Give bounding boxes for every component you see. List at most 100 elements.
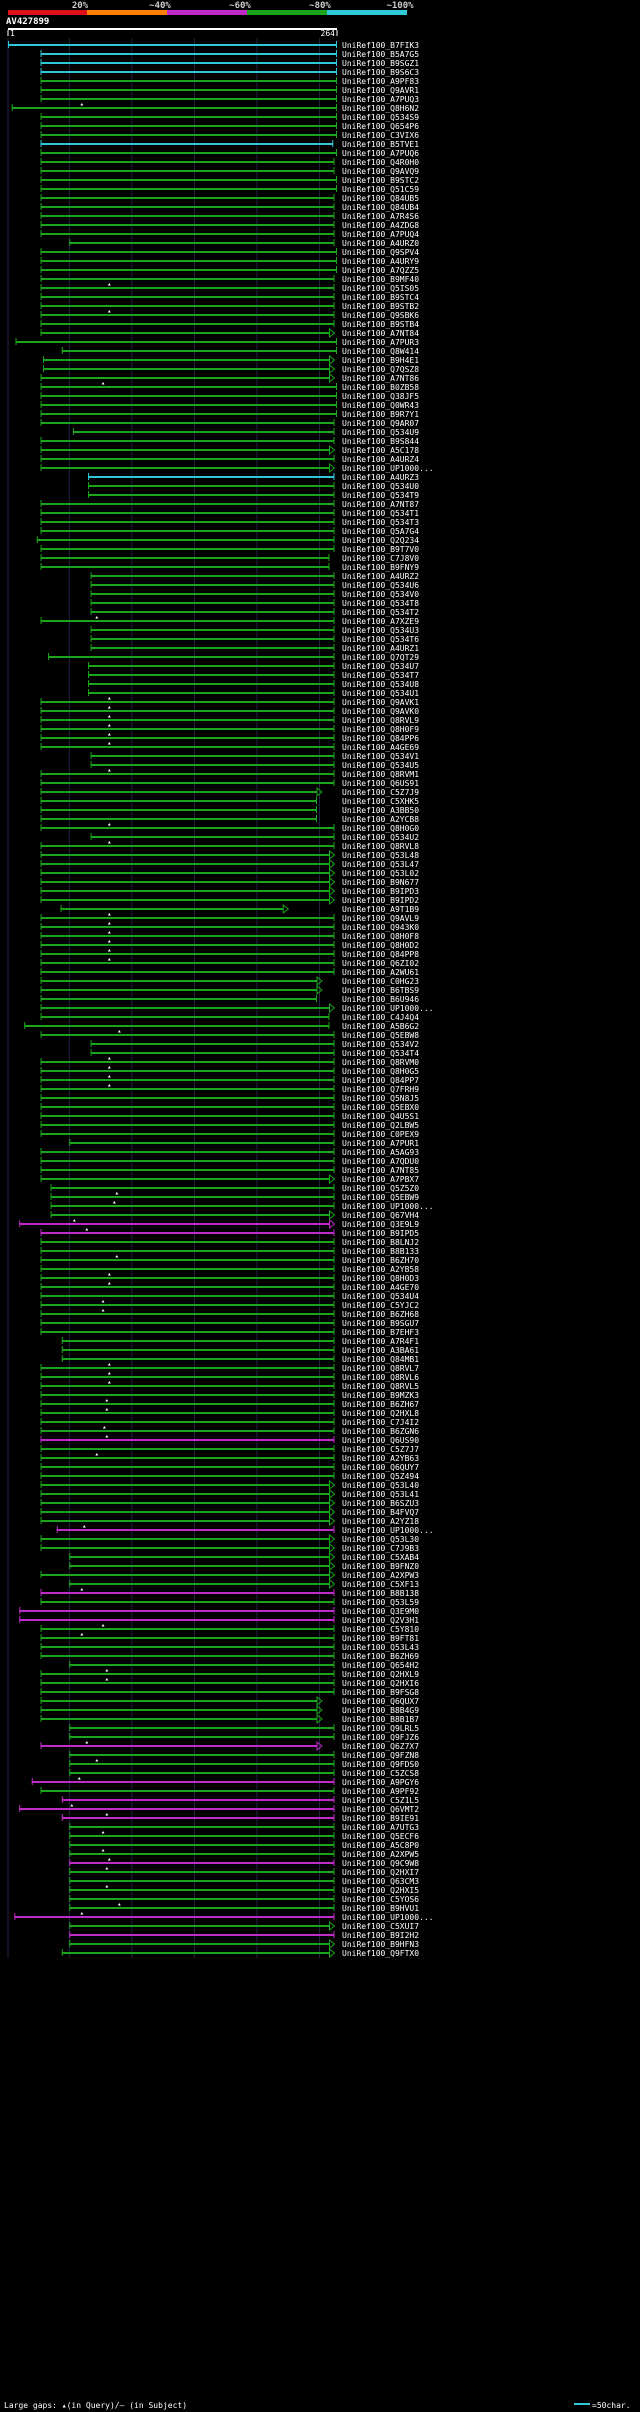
hit-row[interactable]: UniRef100_Q9C9W8 <box>69 1858 419 1868</box>
hit-label[interactable]: UniRef100_A7NT87 <box>342 500 419 509</box>
hit-label[interactable]: UniRef100_C0HG23 <box>342 977 419 986</box>
hit-row[interactable]: UniRef100_A2YB58 <box>40 1265 420 1274</box>
hit-bar[interactable] <box>40 206 335 208</box>
hit-label[interactable]: UniRef100_C5Z7J7 <box>342 1445 419 1454</box>
hit-label[interactable]: UniRef100_B9I2H2 <box>342 1931 419 1940</box>
hit-bar[interactable] <box>40 323 335 325</box>
hit-row[interactable]: UniRef100_Q9AVR1 <box>40 86 420 95</box>
hit-label[interactable]: UniRef100_C5YJC2 <box>342 1301 419 1310</box>
hit-row[interactable]: UniRef100_A9T1B9 <box>60 903 420 915</box>
hit-row[interactable]: UniRef100_C5XAB4 <box>69 1551 419 1563</box>
hit-bar[interactable] <box>40 1547 330 1549</box>
hit-label[interactable]: UniRef100_Q2HXI7 <box>342 1868 419 1877</box>
hit-label[interactable]: UniRef100_Q84PP7 <box>342 1076 419 1085</box>
hit-row[interactable]: UniRef100_Q84UB5 <box>40 194 420 203</box>
hit-bar[interactable] <box>19 1223 330 1225</box>
hit-label[interactable]: UniRef100_Q6QUX7 <box>342 1697 419 1706</box>
hit-row[interactable]: UniRef100_Q534V2 <box>90 1040 420 1049</box>
hit-row[interactable]: UniRef100_A2XPW3 <box>40 1569 420 1581</box>
hit-row[interactable]: UniRef100_A7PUQ3 <box>40 95 420 104</box>
hit-label[interactable]: UniRef100_B9IPD2 <box>342 896 419 905</box>
hit-row[interactable]: UniRef100_Q5A7G4 <box>40 527 420 536</box>
hit-label[interactable]: UniRef100_Q8H0D2 <box>342 941 419 950</box>
hit-row[interactable]: UniRef100_A7NT86 <box>40 372 420 384</box>
hit-row[interactable]: UniRef100_B6ZH68 <box>40 1309 420 1319</box>
hit-row[interactable]: UniRef100_C5Z1L5 <box>61 1796 419 1805</box>
hit-bar[interactable] <box>31 1781 335 1783</box>
hit-row[interactable]: UniRef100_Q8H0D2 <box>40 940 420 950</box>
hit-row[interactable]: UniRef100_B9IPD3 <box>40 885 420 897</box>
hit-bar[interactable] <box>40 935 335 937</box>
hit-row[interactable]: UniRef100_Q534T3 <box>40 518 420 527</box>
hit-row[interactable]: UniRef100_Q534T9 <box>88 491 419 500</box>
hit-label[interactable]: UniRef100_A7NT84 <box>342 329 419 338</box>
hit-row[interactable]: UniRef100_B9HFN3 <box>69 1938 419 1950</box>
hit-bar[interactable] <box>48 656 335 658</box>
hit-label[interactable]: UniRef100_B4FVQ7 <box>342 1508 419 1517</box>
hit-bar[interactable] <box>40 1700 317 1702</box>
hit-label[interactable]: UniRef100_Q9LRL5 <box>342 1724 419 1733</box>
hit-label[interactable]: UniRef100_Q534T2 <box>342 608 419 617</box>
hit-label[interactable]: UniRef100_Q8RVM0 <box>342 1058 419 1067</box>
hit-label[interactable]: UniRef100_B9IE91 <box>342 1814 419 1823</box>
hit-row[interactable]: UniRef100_A7R4S6 <box>40 212 420 221</box>
hit-bar[interactable] <box>88 494 335 496</box>
hit-bar[interactable] <box>40 143 334 145</box>
hit-bar[interactable] <box>19 1619 335 1621</box>
hit-bar[interactable] <box>90 764 335 766</box>
hit-row[interactable]: UniRef100_Q8RVL9 <box>40 715 420 725</box>
hit-row[interactable]: UniRef100_A4GE70 <box>40 1282 420 1292</box>
hit-bar[interactable] <box>40 1007 330 1009</box>
hit-bar[interactable] <box>69 1907 335 1909</box>
hit-row[interactable]: UniRef100_Q53L59 <box>40 1598 420 1607</box>
hit-bar[interactable] <box>40 1169 335 1171</box>
hit-bar[interactable] <box>36 539 335 541</box>
hit-label[interactable]: UniRef100_Q2HXL9 <box>342 1670 419 1679</box>
hit-row[interactable]: UniRef100_Q943K0 <box>40 922 420 932</box>
hit-bar[interactable] <box>40 899 330 901</box>
hit-bar[interactable] <box>50 1205 335 1207</box>
hit-row[interactable]: UniRef100_Q654P6 <box>40 122 420 131</box>
hit-bar[interactable] <box>40 125 337 127</box>
hit-label[interactable]: UniRef100_Q8H0D3 <box>342 1274 419 1283</box>
hit-bar[interactable] <box>14 1916 335 1918</box>
hit-label[interactable]: UniRef100_Q6VMT2 <box>342 1805 419 1814</box>
hit-bar[interactable] <box>88 692 335 694</box>
hit-label[interactable]: UniRef100_C5YOS6 <box>342 1895 419 1904</box>
hit-label[interactable]: UniRef100_Q8RVL6 <box>342 1373 419 1382</box>
hit-bar[interactable] <box>40 1178 330 1180</box>
hit-row[interactable]: UniRef100_Q534V1 <box>90 752 420 761</box>
hit-label[interactable]: UniRef100_B6ZGN6 <box>342 1427 419 1436</box>
hit-row[interactable]: UniRef100_Q8H6N2 <box>11 103 419 113</box>
hit-row[interactable]: UniRef100_Q53L43 <box>40 1643 420 1652</box>
hit-label[interactable]: UniRef100_A2YB58 <box>342 1265 419 1274</box>
hit-bar[interactable] <box>8 44 337 46</box>
hit-bar[interactable] <box>69 1844 335 1846</box>
hit-bar[interactable] <box>90 629 335 631</box>
hit-label[interactable]: UniRef100_B7FIK3 <box>342 41 419 50</box>
hit-bar[interactable] <box>40 377 330 379</box>
hit-bar[interactable] <box>40 1385 335 1387</box>
hit-label[interactable]: UniRef100_B9FSG8 <box>342 1688 419 1697</box>
hit-label[interactable]: UniRef100_B9HFN3 <box>342 1940 419 1949</box>
hit-bar[interactable] <box>40 440 335 442</box>
hit-bar[interactable] <box>40 188 337 190</box>
hit-row[interactable]: UniRef100_Q2LBW5 <box>40 1121 420 1130</box>
hit-label[interactable]: UniRef100_A2YB63 <box>342 1454 419 1463</box>
hit-label[interactable]: UniRef100_A7PUQ4 <box>342 230 419 239</box>
hit-bar[interactable] <box>40 1097 335 1099</box>
hit-bar[interactable] <box>50 1196 335 1198</box>
hit-bar[interactable] <box>61 1349 335 1351</box>
hit-label[interactable]: UniRef100_B9IPD3 <box>342 887 419 896</box>
hit-bar[interactable] <box>40 719 335 721</box>
hit-row[interactable]: UniRef100_Q9AR07 <box>40 419 420 428</box>
hit-row[interactable]: UniRef100_Q84PP8 <box>40 949 420 959</box>
hit-row[interactable]: UniRef100_A5C178 <box>40 444 420 456</box>
hit-bar[interactable] <box>90 593 335 595</box>
hit-bar[interactable] <box>40 269 337 271</box>
hit-label[interactable]: UniRef100_C5Y810 <box>342 1625 419 1634</box>
hit-row[interactable]: UniRef100_A7PUR3 <box>15 338 420 347</box>
hit-label[interactable]: UniRef100_Q6Z7X7 <box>342 1742 419 1751</box>
hit-bar[interactable] <box>40 53 337 55</box>
hit-bar[interactable] <box>19 1808 335 1810</box>
